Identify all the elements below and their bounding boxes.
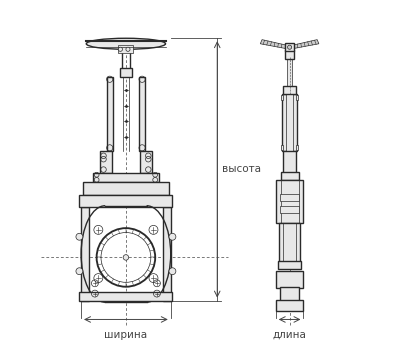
Text: высота: высота — [222, 164, 261, 174]
Bar — [283, 223, 296, 263]
Circle shape — [169, 268, 176, 275]
Bar — [83, 182, 169, 195]
Bar — [296, 95, 298, 100]
Bar — [287, 59, 292, 94]
Circle shape — [118, 47, 122, 51]
Bar — [79, 195, 172, 208]
Bar — [276, 180, 303, 223]
Polygon shape — [260, 40, 288, 49]
Circle shape — [126, 47, 130, 51]
Bar — [280, 288, 299, 301]
Bar — [282, 94, 297, 151]
Bar — [281, 145, 283, 149]
Bar — [276, 271, 303, 289]
Bar — [120, 68, 132, 76]
Circle shape — [76, 268, 83, 275]
Bar — [281, 172, 298, 180]
Bar — [279, 223, 300, 263]
Bar — [163, 208, 171, 301]
Text: длина: длина — [273, 330, 306, 340]
Circle shape — [169, 233, 176, 240]
Bar — [139, 76, 145, 151]
Bar — [296, 145, 298, 149]
Bar — [283, 151, 296, 173]
Bar — [280, 206, 299, 213]
Bar — [81, 208, 89, 301]
Bar — [286, 43, 294, 51]
Bar — [118, 45, 134, 53]
Bar — [276, 300, 303, 311]
Bar — [107, 76, 113, 151]
Bar — [281, 95, 283, 100]
Bar — [79, 292, 172, 301]
Circle shape — [123, 255, 129, 260]
Polygon shape — [291, 40, 319, 49]
Bar — [286, 49, 294, 59]
Bar — [93, 173, 159, 182]
Bar — [281, 180, 298, 223]
Bar — [280, 194, 299, 201]
Text: ширина: ширина — [104, 330, 148, 340]
Ellipse shape — [86, 38, 166, 49]
Bar — [100, 151, 112, 173]
Bar — [278, 261, 301, 270]
Circle shape — [288, 45, 292, 49]
Bar — [283, 86, 296, 94]
Circle shape — [76, 233, 83, 240]
Bar — [286, 94, 293, 151]
Bar — [140, 151, 152, 173]
